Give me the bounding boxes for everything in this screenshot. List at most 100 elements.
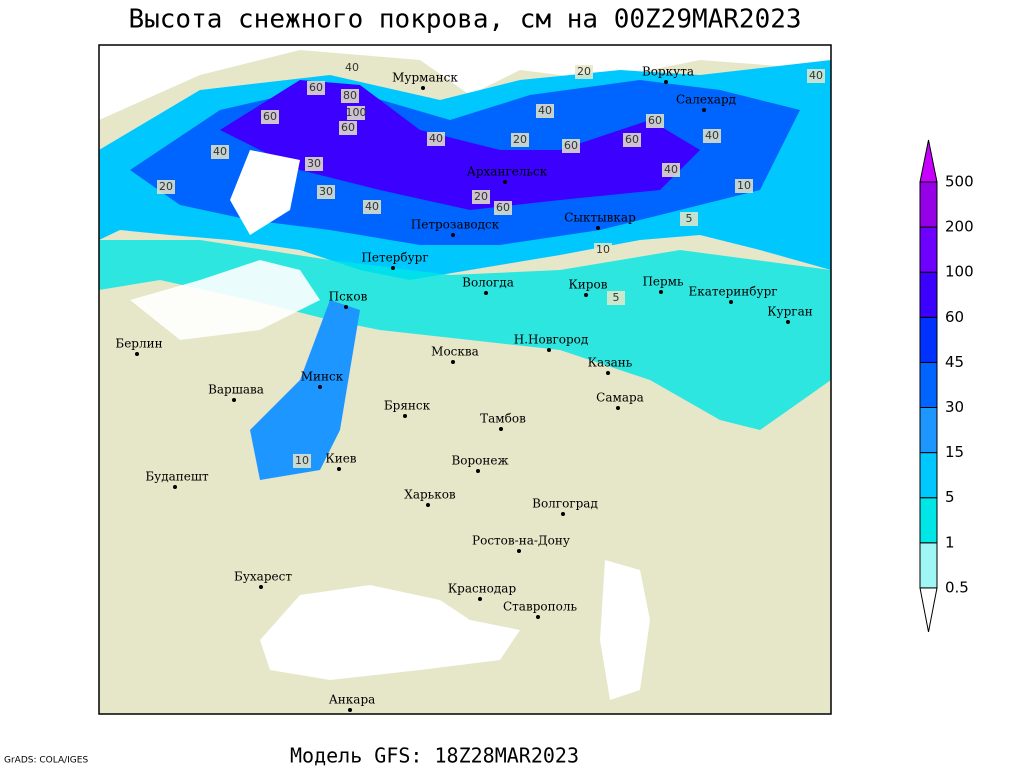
city-dot: [476, 469, 480, 473]
city-dot: [344, 305, 348, 309]
city-dot: [659, 290, 663, 294]
contour-label-box: [735, 179, 753, 193]
contour-label-box: [662, 163, 680, 177]
city-dot: [259, 585, 263, 589]
colorbar-segment: [919, 361, 938, 408]
contour-label: 40: [429, 132, 443, 145]
contour-label-box: [680, 212, 698, 226]
contour-label: 10: [737, 179, 751, 192]
snow-belarus: [250, 300, 360, 480]
contour-label: 20: [159, 180, 173, 193]
city-label: Варшава: [208, 383, 264, 397]
city-dot: [318, 385, 322, 389]
contour-label: 10: [596, 243, 610, 256]
map-frame: [98, 44, 832, 715]
contour-label-box: [343, 61, 361, 75]
contour-label: 60: [625, 133, 639, 146]
city-label: Псков: [329, 290, 368, 304]
city-dot: [348, 708, 352, 712]
city-label: Тамбов: [480, 412, 526, 426]
colorbar-label: 0.5: [945, 578, 969, 596]
city-label: Волгоград: [532, 497, 598, 511]
city-dot: [536, 615, 540, 619]
city-label: Н.Новгород: [514, 333, 589, 347]
colorbar-label: 15: [945, 443, 964, 461]
contour-label-box: [494, 201, 512, 215]
city-label: Ростов-на-Дону: [472, 534, 570, 548]
city-dot: [517, 549, 521, 553]
city-label: Москва: [431, 345, 479, 359]
city-dot: [786, 320, 790, 324]
contour-label-box: [293, 454, 311, 468]
contour-label-box: [511, 133, 529, 147]
colorbar-label: 100: [945, 263, 974, 281]
contour-label-box: [339, 121, 357, 135]
colorbar-segment: [919, 316, 938, 363]
contour-label: 20: [513, 133, 527, 146]
contour-label: 60: [564, 139, 578, 152]
colorbar-segment: [919, 226, 938, 273]
colorbar-segment: [919, 452, 938, 499]
contour-label-box: [427, 132, 445, 146]
city-label: Воркута: [642, 65, 694, 79]
contour-label: 60: [341, 121, 355, 134]
contour-label: 60: [648, 114, 662, 127]
contour-label: 40: [705, 129, 719, 142]
city-label: Пермь: [642, 275, 684, 289]
city-label: Казань: [588, 356, 633, 370]
contour-label-box: [703, 129, 721, 143]
contour-label-box: [305, 157, 323, 171]
colorbar-label: 200: [945, 218, 974, 236]
city-dot: [451, 233, 455, 237]
contour-label-box: [363, 200, 381, 214]
baltic-south: [130, 260, 320, 340]
contour-label-box: [307, 81, 325, 95]
contour-label: 60: [263, 110, 277, 123]
contour-label: 30: [307, 157, 321, 170]
contour-label: 40: [664, 163, 678, 176]
black-sea: [260, 585, 520, 680]
city-dot: [484, 291, 488, 295]
city-dot: [596, 226, 600, 230]
city-dot: [337, 467, 341, 471]
credit: GrADS: COLA/IGES: [4, 756, 88, 766]
contour-label: 40: [809, 69, 823, 82]
contour-label-box: [157, 180, 175, 194]
city-dot: [403, 414, 407, 418]
contour-label-box: [623, 133, 641, 147]
city-dot: [421, 86, 425, 90]
map: [98, 44, 832, 715]
city-dot: [135, 352, 139, 356]
colorbar-label: 5: [945, 488, 955, 506]
contour-label: 30: [319, 185, 333, 198]
city-label: Петербург: [361, 251, 428, 265]
city-label: Курган: [767, 305, 812, 319]
contour-label: 40: [365, 200, 379, 213]
city-label: Минск: [301, 370, 344, 384]
city-dot: [584, 293, 588, 297]
contour-label-box: [646, 114, 664, 128]
contour-label-box: [562, 139, 580, 153]
city-dot: [664, 80, 668, 84]
contour-label: 20: [577, 65, 591, 78]
colorbar-segment: [919, 181, 938, 228]
city-label: Киров: [569, 278, 608, 292]
contour-label-box: [594, 243, 612, 257]
city-dot: [232, 398, 236, 402]
city-dot: [499, 427, 503, 431]
contour-label: 80: [343, 89, 357, 102]
city-dot: [426, 503, 430, 507]
city-label: Воронеж: [451, 454, 508, 468]
snow-100: [220, 80, 700, 210]
contour-label-box: [211, 145, 229, 159]
city-dot: [451, 360, 455, 364]
contour-label: 40: [213, 145, 227, 158]
contour-label-box: [472, 190, 490, 204]
contour-label: 100: [346, 106, 367, 119]
city-dot: [547, 348, 551, 352]
baltic-sea: [230, 150, 300, 235]
contour-label: 5: [686, 212, 693, 225]
city-dot: [503, 180, 507, 184]
city-dot: [173, 485, 177, 489]
city-label: Краснодар: [448, 582, 517, 596]
